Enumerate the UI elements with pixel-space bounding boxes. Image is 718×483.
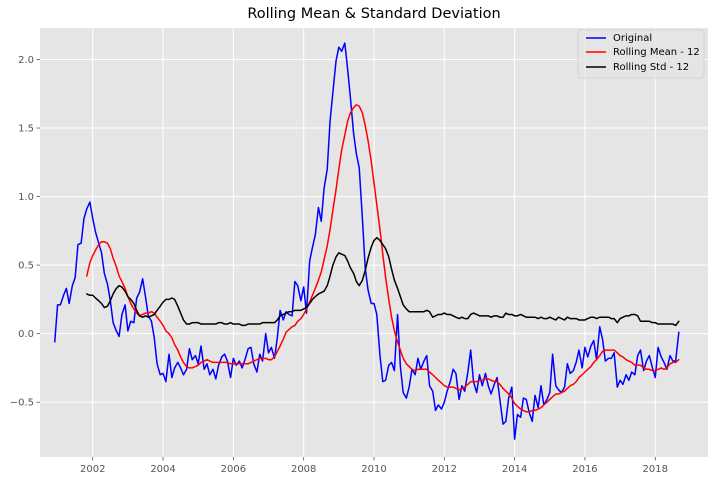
y-tick-label: 2.0 xyxy=(18,55,34,66)
legend-label-original: Original xyxy=(613,33,652,44)
legend: Original Rolling Mean - 12 Rolling Std -… xyxy=(577,29,705,79)
legend-box xyxy=(577,29,705,79)
series-lines xyxy=(54,42,680,440)
x-tick-label: 2010 xyxy=(361,464,386,475)
x-tick-label: 2012 xyxy=(432,464,457,475)
series-line-rolling-mean xyxy=(86,104,680,413)
grid-lines xyxy=(40,28,708,457)
y-tick-label: 0.5 xyxy=(18,261,34,272)
y-tick-label: 0.0 xyxy=(18,329,34,340)
legend-label-rolling-std: Rolling Std - 12 xyxy=(613,62,689,73)
x-tick-label: 2014 xyxy=(502,464,527,475)
y-tick-label: −0.5 xyxy=(10,398,34,409)
chart-title: Rolling Mean & Standard Deviation xyxy=(247,6,500,22)
x-tick-label: 2018 xyxy=(643,464,668,475)
x-tick-label: 2008 xyxy=(291,464,316,475)
x-tick-label: 2004 xyxy=(150,464,175,475)
axis-ticks: 2002 2004 2006 2008 2010 2012 2014 2016 2018 −0.5… xyxy=(10,55,668,475)
x-tick-label: 2006 xyxy=(221,464,246,475)
legend-label-rolling-mean: Rolling Mean - 12 xyxy=(613,47,700,58)
series-line-rolling-std xyxy=(86,236,680,327)
series-line-original xyxy=(54,42,680,440)
y-tick-label: 1.0 xyxy=(18,192,34,203)
y-tick-label: 1.5 xyxy=(18,124,34,135)
x-tick-label: 2016 xyxy=(572,464,597,475)
x-tick-label: 2002 xyxy=(80,464,105,475)
